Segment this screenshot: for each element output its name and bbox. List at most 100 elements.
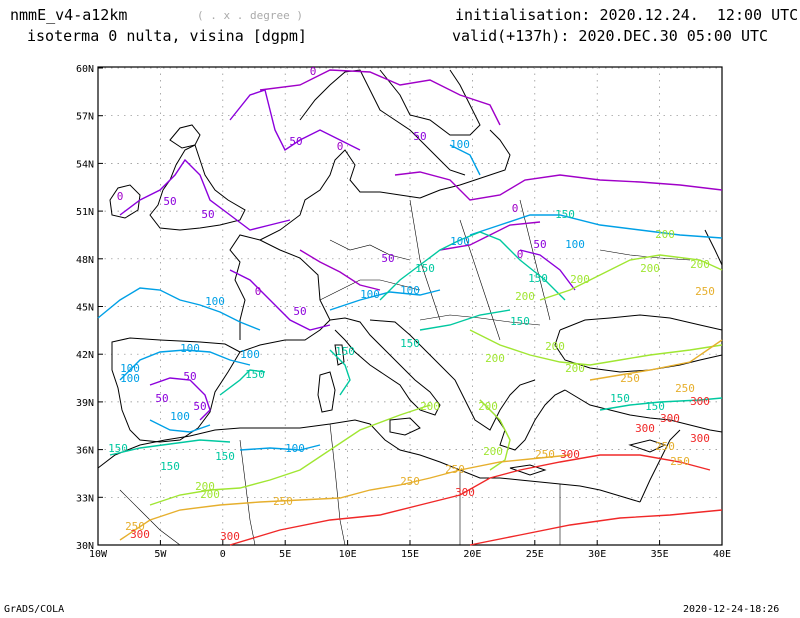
contour-label: 200 xyxy=(545,340,565,353)
contour-label: 200 xyxy=(485,352,505,365)
contour-labels: 0000005050505050505050505010010010010010… xyxy=(108,65,715,543)
contour-label: 100 xyxy=(360,288,380,301)
lat-tick-label: 42N xyxy=(76,350,94,361)
lat-tick-label: 60N xyxy=(76,64,94,75)
contour-label: 250 xyxy=(620,372,640,385)
contour-label: 200 xyxy=(420,400,440,413)
contour-label: 250 xyxy=(655,440,675,453)
contour-label: 150 xyxy=(108,442,128,455)
contour-label: 200 xyxy=(195,480,215,493)
contour-label: 0 xyxy=(255,285,262,298)
lat-tick-label: 45N xyxy=(76,303,94,314)
contour-label: 200 xyxy=(640,262,660,275)
contour-label: 150 xyxy=(215,450,235,463)
contour-label: 250 xyxy=(400,475,420,488)
contour-label: 250 xyxy=(535,448,555,461)
contour-label: 100 xyxy=(450,138,470,151)
contour-label: 150 xyxy=(645,400,665,413)
grid-lines xyxy=(98,67,722,545)
contour-label: 300 xyxy=(635,422,655,435)
country-borders xyxy=(119,199,691,546)
model-name: nmmE_v4-a12km xyxy=(10,6,128,24)
lon-tick-label: 5E xyxy=(279,549,291,560)
lon-tick-label: 0 xyxy=(220,549,226,560)
contour-label: 100 xyxy=(565,238,585,251)
contour-label: 50 xyxy=(289,135,302,148)
contour-label: 200 xyxy=(478,400,498,413)
contour-label: 50 xyxy=(201,208,214,221)
contour-label: 100 xyxy=(170,410,190,423)
contour-label: 300 xyxy=(220,530,240,543)
contour-label: 250 xyxy=(695,285,715,298)
lon-tick-label: 35E xyxy=(651,549,669,560)
contour-label: 50 xyxy=(155,392,168,405)
lat-tick-label: 54N xyxy=(76,159,94,170)
contour-label: 50 xyxy=(163,195,176,208)
contour-label: 150 xyxy=(610,392,630,405)
contour-label: 50 xyxy=(413,130,426,143)
lon-tick-label: 40E xyxy=(713,549,731,560)
contour-label: 250 xyxy=(670,455,690,468)
contour-label: 100 xyxy=(285,442,305,455)
contour-label: 200 xyxy=(565,362,585,375)
axis-ticks xyxy=(97,67,723,546)
lon-tick-label: 20E xyxy=(463,549,481,560)
contour-label: 100 xyxy=(240,348,260,361)
lon-tick-label: 25E xyxy=(526,549,544,560)
contour-label: 100 xyxy=(205,295,225,308)
contour-label: 0 xyxy=(310,65,317,78)
contour-label: 150 xyxy=(528,272,548,285)
contour-label: 200 xyxy=(690,258,710,271)
coastlines xyxy=(97,69,723,503)
contour-label: 100 xyxy=(120,372,140,385)
software-credit: GrADS/COLA xyxy=(4,604,65,615)
contour-label: 150 xyxy=(555,208,575,221)
contour-label: 0 xyxy=(517,248,524,261)
contour-label: 300 xyxy=(660,412,680,425)
contour-label: 200 xyxy=(655,228,675,241)
contour-label: 50 xyxy=(381,252,394,265)
contour-label: 0 xyxy=(512,202,519,215)
lon-tick-label: 10E xyxy=(339,549,357,560)
field-title: isoterma 0 nulta, visina [dgpm] xyxy=(27,27,307,45)
lat-tick-label: 51N xyxy=(76,207,94,218)
contour-label: 100 xyxy=(400,284,420,297)
contour-label: 200 xyxy=(200,488,220,501)
contour-label: 200 xyxy=(570,273,590,286)
init-time: initialisation: 2020.12.24. 12:00 UTC xyxy=(455,6,799,24)
contour-label: 50 xyxy=(293,305,306,318)
lat-tick-label: 36N xyxy=(76,446,94,457)
units-label: ( . x . degree ) xyxy=(197,9,303,22)
contour-label: 250 xyxy=(273,495,293,508)
contour-label: 100 xyxy=(450,235,470,248)
contour-label: 150 xyxy=(415,262,435,275)
contour-label: 300 xyxy=(560,448,580,461)
contour-label: 250 xyxy=(125,520,145,533)
contour-label: 250 xyxy=(445,463,465,476)
valid-time: valid(+137h): 2020.DEC.30 05:00 UTC xyxy=(452,27,769,45)
lat-tick-label: 48N xyxy=(76,255,94,266)
contour-label: 200 xyxy=(483,445,503,458)
contour-label: 300 xyxy=(130,528,150,541)
contour-label: 150 xyxy=(335,345,355,358)
contour-label: 300 xyxy=(455,486,475,499)
lat-tick-label: 39N xyxy=(76,398,94,409)
render-timestamp: 2020-12-24-18:26 xyxy=(683,604,780,615)
lon-tick-label: 30E xyxy=(588,549,606,560)
contour-label: 150 xyxy=(400,337,420,350)
contour-label: 150 xyxy=(245,368,265,381)
contour-label: 300 xyxy=(690,395,710,408)
contour-label: 100 xyxy=(120,362,140,375)
contour-label: 250 xyxy=(675,382,695,395)
lon-tick-label: 10W xyxy=(89,549,108,560)
axis-labels: 10W 5W 0 5E 10E 15E 20E 25E 30E 35E 40E 30N 33N 36N 39… xyxy=(76,64,731,560)
contour-label: 200 xyxy=(515,290,535,303)
lon-tick-label: 15E xyxy=(401,549,419,560)
contour-label: 150 xyxy=(160,460,180,473)
contour-label: 0 xyxy=(117,190,124,203)
lat-tick-label: 57N xyxy=(76,112,94,123)
contour-label: 300 xyxy=(690,432,710,445)
contour-label: 100 xyxy=(180,342,200,355)
contour-label: 150 xyxy=(510,315,530,328)
